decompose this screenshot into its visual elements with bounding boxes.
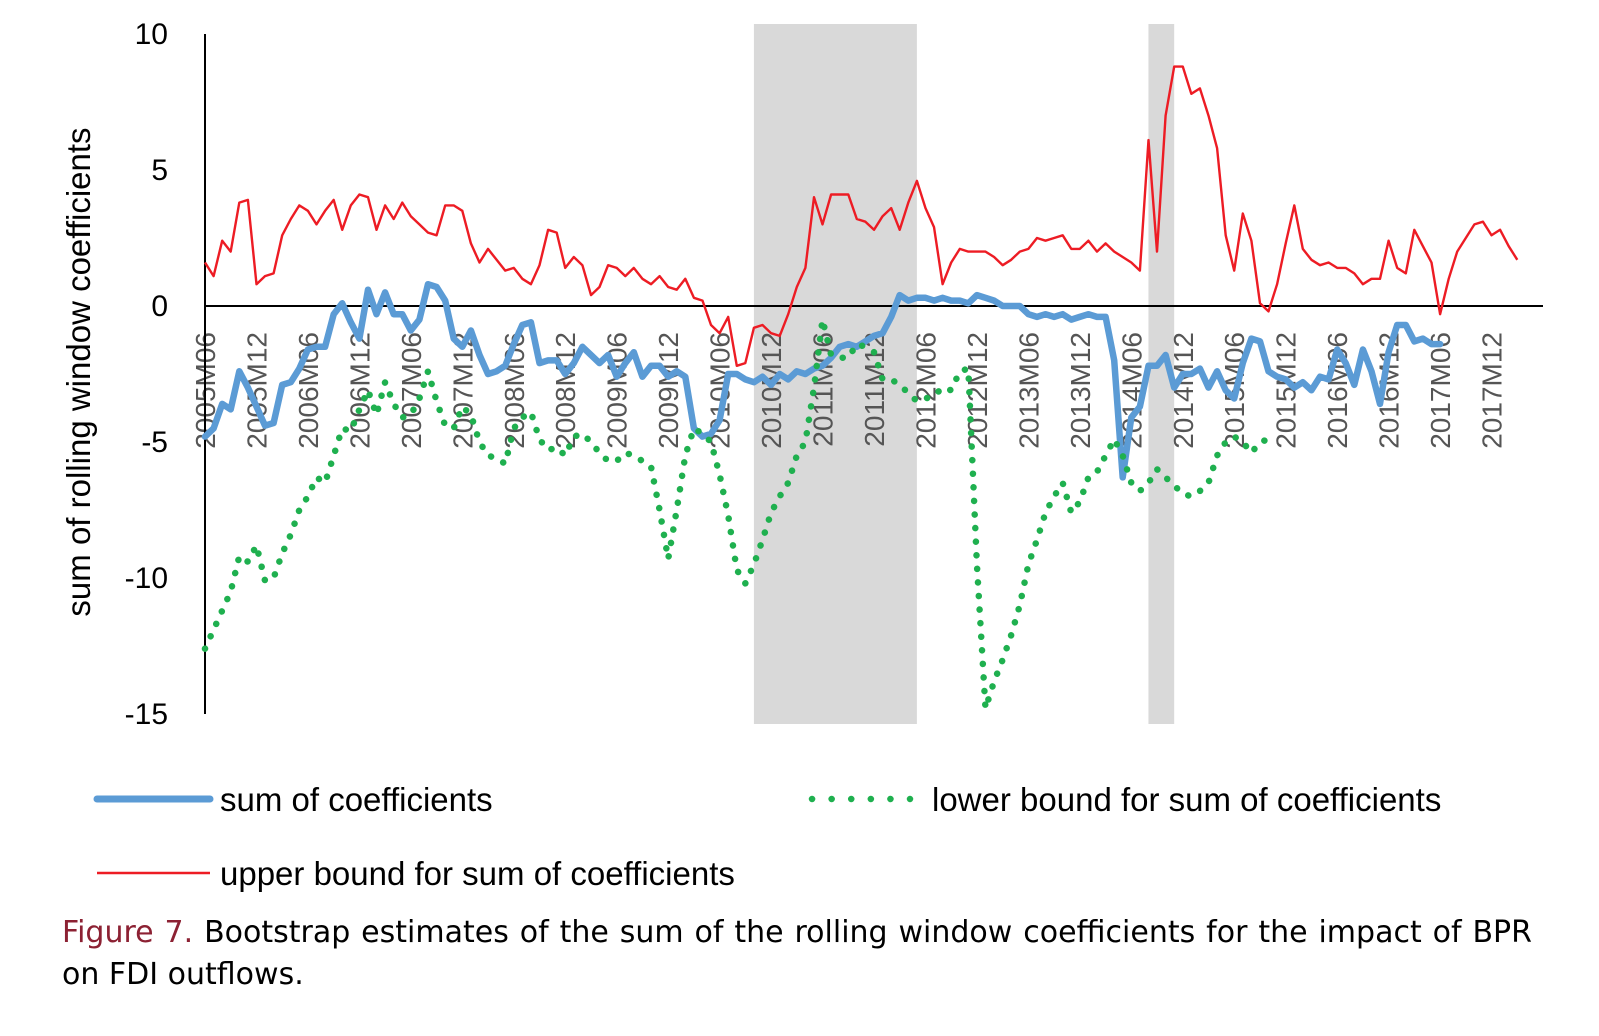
legend-label: upper bound for sum of coefficients: [220, 855, 735, 892]
x-tick-label: 2013M12: [1065, 332, 1096, 449]
x-tick-label: 2017M12: [1477, 332, 1508, 449]
y-tick-label: -5: [141, 426, 168, 459]
x-tick-label: 2012M12: [962, 332, 993, 449]
x-tick-labels: 2005M06 2005M12 2006M06 2006M12 2007M06 2007M…: [190, 332, 1508, 449]
caption-text: Bootstrap estimates of the sum of the ro…: [62, 915, 1532, 992]
x-tick-label: 2013M06: [1013, 332, 1044, 449]
y-tick-label: 5: [151, 154, 168, 187]
x-tick-label: 2010M12: [756, 332, 787, 449]
y-tick-label: 0: [151, 290, 168, 323]
series: [201, 65, 1519, 712]
legend-label: lower bound for sum of coefficients: [932, 781, 1441, 818]
figure-caption: Figure 7. Bootstrap estimates of the sum…: [62, 912, 1532, 996]
y-tick-label: -15: [125, 698, 168, 731]
y-tick-label: -10: [125, 562, 168, 595]
y-tick-label: 10: [135, 18, 168, 51]
x-tick-label: 2014M12: [1168, 332, 1199, 449]
x-tick-label: 2009M06: [602, 332, 633, 449]
x-tick-label: 2007M06: [396, 332, 427, 449]
x-tick-label: 2015M12: [1271, 332, 1302, 449]
x-tick-label: 2008M12: [550, 332, 581, 449]
legend: sum of coefficients lower bound for sum o…: [93, 781, 1441, 892]
x-tick-label: 2006M12: [344, 332, 375, 449]
x-tick-label: 2010M06: [705, 332, 736, 449]
x-tick-label: 2009M12: [653, 332, 684, 449]
series-line-upper-bound-for-sum-of-coefficients: [203, 65, 1519, 367]
legend-label: sum of coefficients: [220, 781, 493, 818]
series-line-sum-of-coefficients: [201, 280, 1444, 481]
y-tick-labels: 10 5 0 -5 -10 -15: [125, 18, 168, 731]
series-line-lower-bound-for-sum-of-coefficients: [201, 316, 1272, 712]
x-tick-label: 2017M06: [1425, 332, 1456, 449]
caption-label: Figure 7.: [62, 915, 194, 950]
y-axis-label: sum of rolling window coefficients: [60, 127, 97, 616]
